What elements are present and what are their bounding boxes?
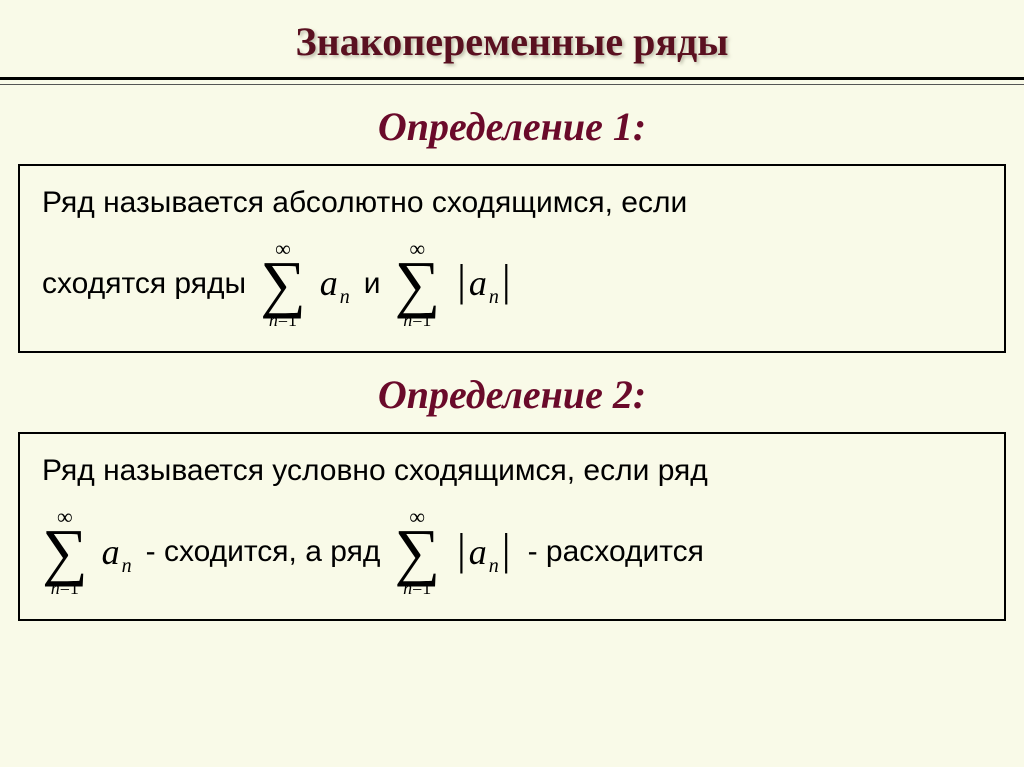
page-title: Знакопеременные ряды (0, 0, 1024, 77)
term-abs-an-1: |an| (454, 258, 514, 308)
definition-1-line1: Ряд называется абсолютно сходящимся, есл… (42, 182, 982, 224)
sum-abs-an-1: ∞ ∑ n=1 (394, 238, 440, 329)
definition-1-heading: Определение 1: (0, 103, 1024, 150)
title-rule-thin (0, 84, 1024, 85)
def2-mid2: - расходится (528, 531, 704, 573)
title-rule-thick (0, 77, 1024, 80)
definition-2-box: Ряд называется условно сходящимся, если … (18, 432, 1006, 621)
definition-1-box: Ряд называется абсолютно сходящимся, есл… (18, 164, 1006, 353)
def2-mid1: - сходится, а ряд (146, 531, 381, 573)
sum-an-2: ∞ ∑ n=1 (42, 506, 88, 597)
def1-prefix: сходятся ряды (42, 263, 246, 305)
sum-abs-an-2: ∞ ∑ n=1 (394, 506, 440, 597)
definition-2-line1: Ряд называется условно сходящимся, если … (42, 450, 982, 492)
definition-2-math: ∞ ∑ n=1 an - сходится, а ряд ∞ ∑ n=1 |an… (42, 506, 982, 597)
term-an-1: an (320, 258, 350, 308)
term-an-2: an (102, 527, 132, 577)
def1-connector: и (364, 263, 381, 305)
sum-an-1: ∞ ∑ n=1 (260, 238, 306, 329)
term-abs-an-2: |an| (454, 527, 514, 577)
definition-1-math: сходятся ряды ∞ ∑ n=1 an и ∞ ∑ n=1 |an| (42, 238, 982, 329)
definition-2-heading: Определение 2: (0, 371, 1024, 418)
